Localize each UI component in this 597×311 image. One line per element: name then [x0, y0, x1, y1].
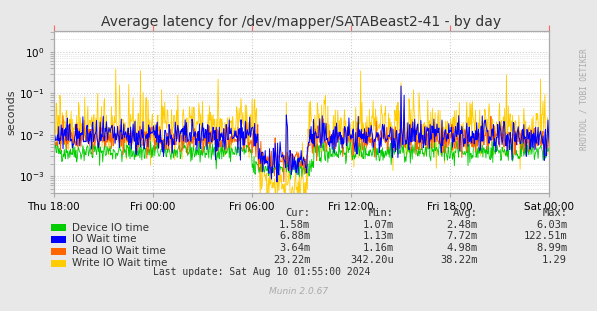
Text: 3.64m: 3.64m — [279, 243, 310, 253]
Text: Write IO Wait time: Write IO Wait time — [72, 258, 167, 268]
Text: Munin 2.0.67: Munin 2.0.67 — [269, 287, 328, 296]
Text: Device IO time: Device IO time — [72, 223, 149, 233]
Text: 1.29: 1.29 — [542, 255, 567, 265]
Text: RRDTOOL / TOBI OETIKER: RRDTOOL / TOBI OETIKER — [579, 49, 588, 151]
Text: 1.13m: 1.13m — [363, 231, 394, 241]
Text: Min:: Min: — [369, 208, 394, 218]
Text: 23.22m: 23.22m — [273, 255, 310, 265]
Text: 6.03m: 6.03m — [536, 220, 567, 230]
Text: Cur:: Cur: — [285, 208, 310, 218]
Text: 342.20u: 342.20u — [350, 255, 394, 265]
Text: 1.16m: 1.16m — [363, 243, 394, 253]
Title: Average latency for /dev/mapper/SATABeast2-41 - by day: Average latency for /dev/mapper/SATABeas… — [101, 15, 501, 29]
Text: 122.51m: 122.51m — [524, 231, 567, 241]
Text: Last update: Sat Aug 10 01:55:00 2024: Last update: Sat Aug 10 01:55:00 2024 — [153, 267, 370, 277]
Text: 8.99m: 8.99m — [536, 243, 567, 253]
Y-axis label: seconds: seconds — [7, 89, 17, 135]
Text: Avg:: Avg: — [453, 208, 478, 218]
Text: 6.88m: 6.88m — [279, 231, 310, 241]
Text: 38.22m: 38.22m — [440, 255, 478, 265]
Text: 7.72m: 7.72m — [447, 231, 478, 241]
Text: 2.48m: 2.48m — [447, 220, 478, 230]
Text: Read IO Wait time: Read IO Wait time — [72, 246, 165, 256]
Text: 1.58m: 1.58m — [279, 220, 310, 230]
Text: 4.98m: 4.98m — [447, 243, 478, 253]
Text: IO Wait time: IO Wait time — [72, 234, 136, 244]
Text: 1.07m: 1.07m — [363, 220, 394, 230]
Text: Max:: Max: — [542, 208, 567, 218]
